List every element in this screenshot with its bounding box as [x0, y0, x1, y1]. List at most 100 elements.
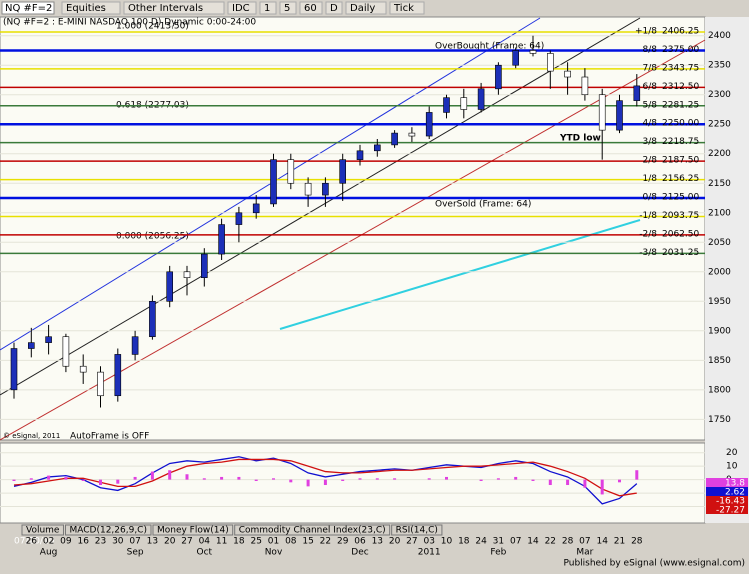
- level-price: 2125.00: [662, 193, 699, 203]
- histogram-bar: [81, 479, 85, 481]
- toolbar-button[interactable]: [389, 1, 425, 15]
- x-tick-label: 07: [579, 537, 590, 547]
- indicator-tab[interactable]: Money Flow(14): [157, 526, 229, 536]
- indicator-tab[interactable]: RSI(14,C): [396, 526, 438, 536]
- candle-body: [114, 354, 122, 397]
- toolbar-button[interactable]: [259, 1, 277, 15]
- y-tick-label: 1900: [708, 326, 731, 336]
- y-tick-label: 1850: [708, 356, 731, 366]
- y-tick-label: 2400: [708, 31, 731, 41]
- candle-body: [45, 336, 52, 343]
- candle-body: [235, 212, 243, 225]
- macd-line: [13, 456, 638, 505]
- level-name: 3/8: [643, 137, 658, 147]
- histogram-bar: [185, 474, 189, 480]
- tab-frame[interactable]: [64, 524, 152, 536]
- toolbar-label: Daily: [350, 3, 375, 14]
- level-price: 2406.25: [662, 27, 699, 37]
- copyright: © eSignal, 2011: [3, 432, 60, 440]
- candle-body: [598, 94, 606, 131]
- indicator-tab[interactable]: Volume: [26, 526, 60, 536]
- x-tick-label: 13: [147, 537, 158, 547]
- x-tick-label: 07/20/10: [14, 537, 55, 547]
- tab-frame[interactable]: [152, 524, 234, 536]
- toolbar-button[interactable]: [325, 1, 343, 15]
- indicator-tab[interactable]: MACD(12,26,9,C): [69, 526, 147, 536]
- histogram-bar: [427, 478, 431, 480]
- toolbar-button[interactable]: [123, 1, 225, 15]
- histogram-bar: [237, 476, 241, 480]
- histogram-bar: [358, 478, 362, 480]
- candle-body: [27, 342, 35, 349]
- macd-tick-label: 10: [726, 462, 738, 472]
- histogram-bar: [254, 479, 258, 481]
- candle-body: [149, 301, 156, 338]
- indicator-tab[interactable]: Commodity Channel Index(23,C): [239, 526, 386, 536]
- level-price: 2218.75: [662, 137, 699, 147]
- x-tick-label: 03: [423, 537, 434, 547]
- symbol-box[interactable]: [1, 1, 55, 15]
- histogram-bar: [635, 470, 639, 480]
- histogram-bar: [289, 479, 293, 483]
- histogram-bar: [64, 476, 68, 480]
- level-name: 5/8: [643, 100, 658, 110]
- level-price: 2187.50: [662, 156, 699, 166]
- candle-body: [252, 203, 260, 214]
- x-tick-label: 10: [441, 537, 453, 547]
- macd-line: [13, 458, 637, 497]
- x-tick-label: 30: [112, 537, 124, 547]
- value-label: 2.62: [725, 488, 745, 498]
- toolbar-button[interactable]: [299, 1, 323, 15]
- y-tick-label: 2100: [708, 208, 731, 218]
- level-name: +1/8: [635, 27, 657, 37]
- symbol: NQ #F=2: [5, 3, 52, 14]
- level-name: 6/8: [643, 82, 658, 92]
- toolbar-label: D: [330, 3, 338, 14]
- candle-body: [339, 159, 347, 184]
- candle-body: [287, 159, 295, 184]
- y-tick-label: 2000: [708, 267, 731, 277]
- level-name: -3/8: [639, 248, 657, 258]
- footer: Published by eSignal (www.esignal.com): [563, 559, 745, 569]
- candle-body: [477, 88, 485, 110]
- x-tick-label: 28: [562, 537, 574, 547]
- chart-title: (NQ #F=2 : E-MINI NASDAQ 100 D) Dynamic …: [3, 18, 256, 28]
- level-name: 4/8: [643, 119, 658, 129]
- tab-frame[interactable]: [234, 524, 391, 536]
- x-tick-label: 14: [596, 537, 608, 547]
- y-tick-label: 2050: [708, 238, 731, 248]
- toolbar-label: 1: [264, 3, 270, 14]
- candle-body: [270, 159, 277, 205]
- toolbar-label: 60: [304, 3, 317, 14]
- histogram-bar: [375, 478, 379, 480]
- month-label: Nov: [265, 548, 283, 558]
- candle-body: [79, 365, 87, 373]
- tab-frame[interactable]: [21, 524, 64, 536]
- toolbar-button[interactable]: [227, 1, 257, 15]
- value-box: [706, 478, 748, 487]
- toolbar-button[interactable]: [279, 1, 297, 15]
- histogram-bar: [618, 479, 621, 483]
- y-tick-label: 1750: [708, 415, 731, 425]
- overbought: OverBought (Frame: 64): [435, 42, 544, 52]
- toolbar-label: Equities: [66, 3, 106, 14]
- toolbar-button[interactable]: [345, 1, 387, 15]
- x-tick-label: 18: [458, 537, 470, 547]
- x-tick-label: 07: [129, 537, 140, 547]
- month-label: 2011: [418, 548, 441, 558]
- candle-body: [166, 271, 173, 302]
- price-axis: [705, 17, 749, 523]
- x-tick-label: 16: [77, 537, 89, 547]
- month-label: Dec: [351, 548, 368, 558]
- level-price: 2031.25: [662, 248, 699, 258]
- tab-frame[interactable]: [391, 524, 443, 536]
- toolbar-button[interactable]: [61, 1, 121, 15]
- candle-body: [581, 76, 589, 96]
- x-tick-label: 08: [285, 537, 297, 547]
- x-tick-label: 13: [372, 537, 383, 547]
- histogram-bar: [133, 476, 137, 480]
- x-tick-label: 26: [26, 537, 38, 547]
- level-price: 2281.25: [662, 100, 699, 110]
- month-label: Mar: [576, 548, 593, 558]
